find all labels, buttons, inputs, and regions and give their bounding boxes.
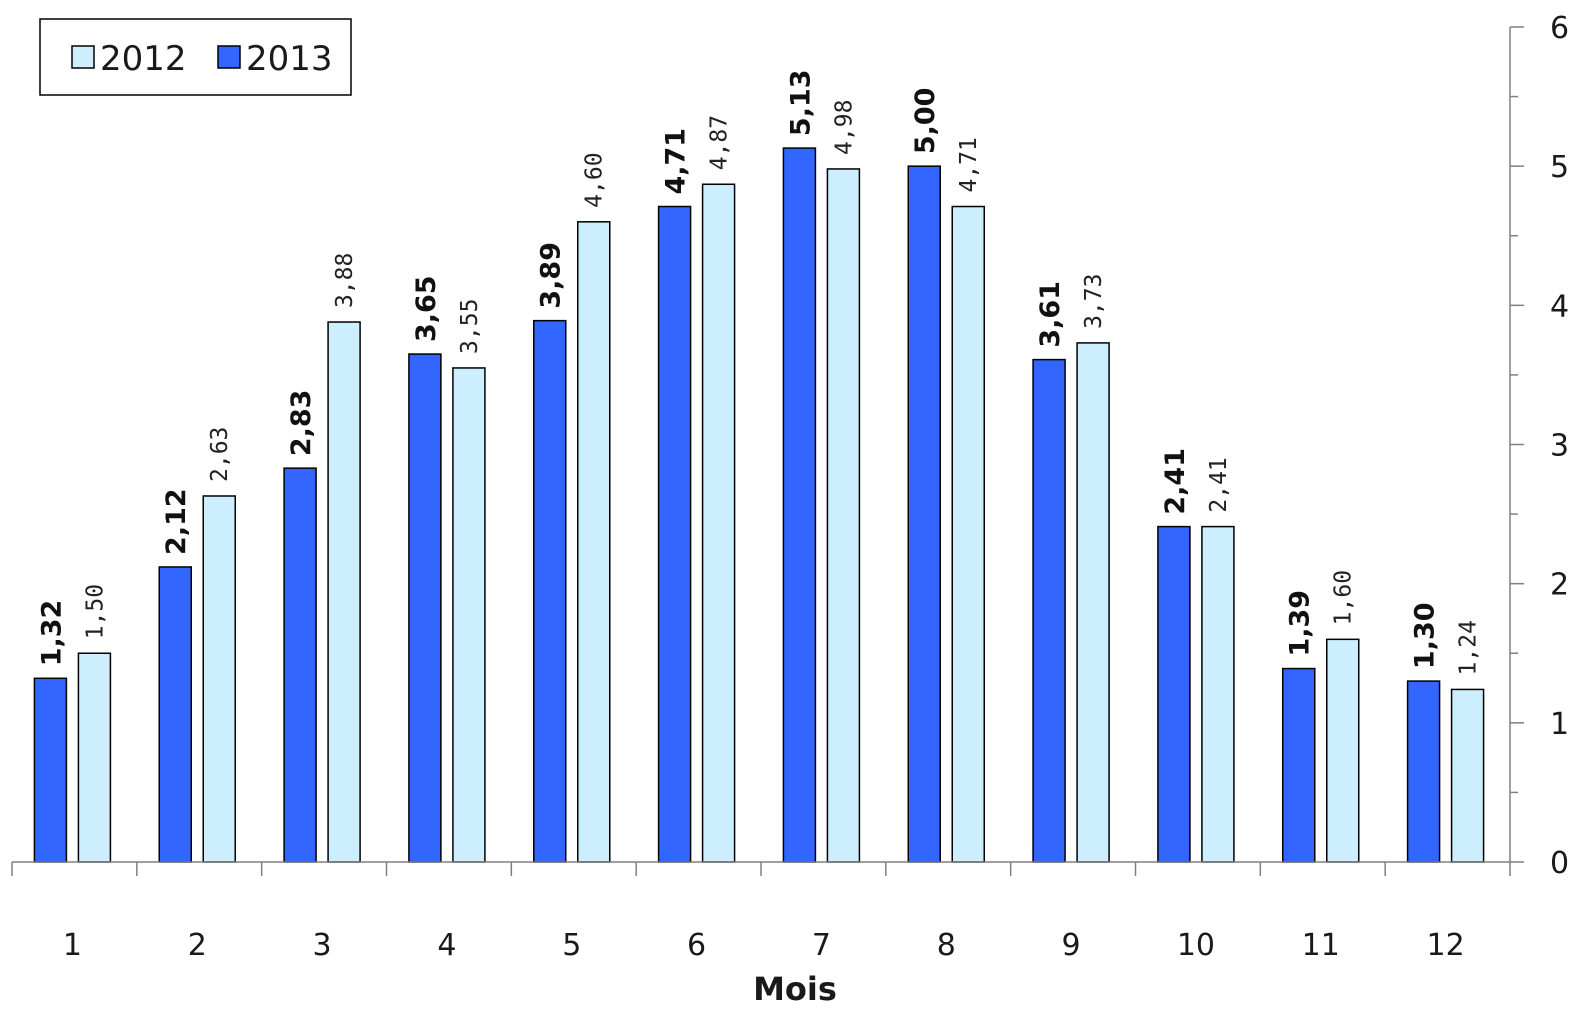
bar-2013-12 <box>1406 680 1441 863</box>
data-label-2013-5: 3,89 <box>536 242 567 309</box>
x-tick-label-8: 8 <box>937 928 956 963</box>
legend: 2012 2013 <box>39 18 352 96</box>
data-label-2012-8: 4,71 <box>956 137 982 192</box>
bar-2012-8 <box>951 205 985 863</box>
data-label-2012-12: 1,24 <box>1456 620 1482 675</box>
data-label-2012-4: 3,55 <box>457 299 483 354</box>
value-labels-layer: 1,32 1,50 2,12 2,63 2,83 3,88 3,65 3,55 3,89 4,60… <box>36 69 1481 675</box>
data-label-2013-6: 4,71 <box>661 128 692 195</box>
data-label-2013-8: 5,00 <box>910 88 941 155</box>
bars-layer <box>33 147 1485 863</box>
bar-2013-2 <box>158 566 192 863</box>
bar-2013-9 <box>1032 358 1066 863</box>
bar-2012-12 <box>1450 688 1485 863</box>
x-tick-label-3: 3 <box>313 928 332 963</box>
y-tick-label-2: 2 <box>1550 568 1569 603</box>
x-tick-label-9: 9 <box>1062 928 1081 963</box>
y-tick-label-4: 4 <box>1550 289 1569 324</box>
bar-2013-1 <box>33 677 68 863</box>
x-tick-label-12: 12 <box>1426 928 1464 963</box>
data-label-2012-11: 1,60 <box>1331 570 1357 625</box>
bar-2013-7 <box>782 147 817 863</box>
bar-2013-10 <box>1157 525 1191 863</box>
x-tick-label-11: 11 <box>1302 928 1340 963</box>
bar-2013-5 <box>533 319 567 863</box>
bar-2012-10 <box>1201 525 1235 863</box>
bar-2012-2 <box>202 495 236 863</box>
data-label-2012-7: 4,98 <box>831 100 857 155</box>
bar-2013-4 <box>408 353 442 863</box>
bar-2012-6 <box>701 183 736 863</box>
data-label-2013-4: 3,65 <box>411 275 442 342</box>
legend-swatch-2013 <box>217 45 241 69</box>
x-tick-label-4: 4 <box>437 928 456 963</box>
data-label-2013-11: 1,39 <box>1285 590 1316 657</box>
x-tick-label-7: 7 <box>812 928 831 963</box>
bar-2013-8 <box>907 165 941 863</box>
legend-swatch-2012 <box>71 45 95 69</box>
legend-label-2013: 2013 <box>246 39 333 79</box>
data-label-2013-2: 2,12 <box>161 488 192 555</box>
x-tick-label-6: 6 <box>687 928 706 963</box>
y-tick-label-6: 6 <box>1550 11 1569 46</box>
x-tick-label-1: 1 <box>63 928 82 963</box>
data-label-2012-9: 3,73 <box>1081 274 1107 329</box>
y-tick-label-3: 3 <box>1550 429 1569 464</box>
bar-2012-9 <box>1076 342 1110 863</box>
x-ticks-layer: 1 2 3 4 5 6 7 8 9 10 11 12 <box>11 862 1511 963</box>
x-tick-label-10: 10 <box>1177 928 1215 963</box>
y-tick-label-1: 1 <box>1550 707 1569 742</box>
data-label-2012-10: 2,41 <box>1206 457 1232 512</box>
bar-2012-5 <box>577 221 611 863</box>
data-label-2013-12: 1,30 <box>1410 602 1441 669</box>
bar-2012-7 <box>826 168 861 863</box>
bar-2013-3 <box>283 467 317 863</box>
bar-2012-1 <box>77 652 112 863</box>
data-label-2012-3: 3,88 <box>332 253 358 308</box>
data-label-2012-1: 1,50 <box>82 584 108 639</box>
data-label-2013-7: 5,13 <box>785 69 816 136</box>
bar-2013-11 <box>1282 667 1316 863</box>
bar-2012-11 <box>1326 638 1360 863</box>
bar-2012-3 <box>327 321 361 863</box>
x-tick-label-2: 2 <box>188 928 207 963</box>
x-tick-label-5: 5 <box>562 928 581 963</box>
data-label-2013-10: 2,41 <box>1160 448 1191 515</box>
bar-2012-4 <box>452 367 486 863</box>
bar-2013-6 <box>657 205 692 863</box>
y-ticks-layer: 0 1 2 3 4 5 6 <box>1510 11 1569 881</box>
x-axis-title: Mois <box>753 970 837 1008</box>
legend-label-2012: 2012 <box>100 39 187 79</box>
data-label-2012-5: 4,60 <box>582 152 608 207</box>
data-label-2013-1: 1,32 <box>36 600 67 667</box>
data-label-2013-3: 2,83 <box>286 390 317 457</box>
y-tick-label-5: 5 <box>1550 150 1569 185</box>
y-tick-label-0: 0 <box>1550 846 1569 881</box>
data-label-2012-6: 4,87 <box>707 115 733 170</box>
data-label-2012-2: 2,63 <box>207 427 233 482</box>
data-label-2013-9: 3,61 <box>1035 281 1066 348</box>
